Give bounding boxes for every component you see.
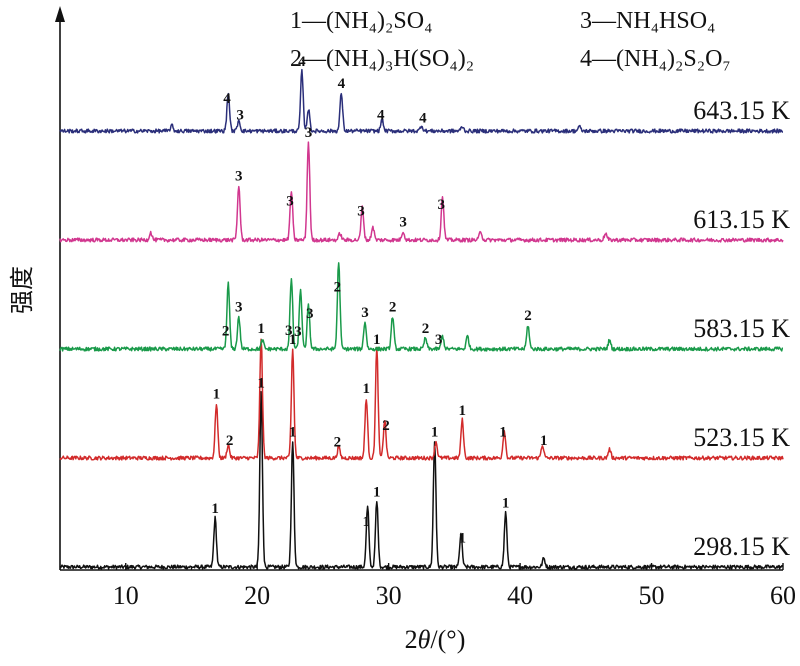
peak-label: 1: [499, 425, 507, 441]
peak-label: 3: [286, 194, 294, 210]
peak-label: 3: [294, 324, 302, 340]
peak-label: 3: [399, 214, 407, 230]
x-ticks: 10 20 30 40 50 60: [113, 563, 796, 610]
peak-label: 1: [213, 387, 221, 403]
series-line: [59, 391, 784, 570]
x-tick-label: 60: [770, 581, 796, 610]
peak-label: 1: [373, 332, 381, 348]
x-tick-label: 10: [113, 581, 139, 610]
series-line: [59, 68, 784, 134]
y-axis-arrow: [55, 6, 65, 22]
legend-item-4: 4—(NH₄)₂S₂O₇: [580, 46, 731, 72]
peak-label: 3: [236, 107, 244, 123]
y-axis-title: 强度: [8, 266, 36, 314]
legend-item-2: 2—(NH₄)₃H(SO₄)₂: [290, 46, 474, 72]
peak-label: 1: [502, 496, 510, 512]
series-layer: [59, 68, 784, 570]
x-tick-label: 40: [507, 581, 533, 610]
peak-label: 2: [422, 321, 430, 337]
peak-label: 1: [540, 433, 548, 449]
legend-item-3: 3—NH₄HSO₄: [580, 8, 715, 34]
peak-label: 1: [363, 381, 371, 397]
temperature-label: 523.15 K: [693, 423, 790, 452]
peak-label: 2: [334, 280, 342, 296]
peak-label: 3: [305, 125, 313, 141]
peak-label: 4: [377, 107, 385, 123]
peak-label: 4: [338, 76, 346, 92]
peak-label: 3: [361, 305, 369, 321]
peak-label: 2: [222, 324, 230, 340]
axes: [55, 6, 783, 571]
peak-label: 1: [289, 425, 297, 441]
peak-label: 3: [235, 299, 243, 315]
peak-label: 1: [373, 485, 381, 501]
peak-label: 3: [437, 197, 445, 213]
temperature-label: 583.15 K: [693, 314, 790, 343]
peak-label: 1: [363, 514, 371, 530]
peak-label: 3: [435, 332, 443, 348]
x-tick-label: 20: [244, 581, 270, 610]
legend: 1—(NH₄)₂SO₄ 2—(NH₄)₃H(SO₄)₂ 3—NH₄HSO₄ 4—…: [290, 8, 731, 72]
peak-label: 3: [357, 203, 365, 219]
x-tick-label: 50: [639, 581, 665, 610]
series-line: [59, 141, 784, 243]
peak-label: 4: [298, 54, 306, 70]
peak-label: 1: [459, 403, 467, 419]
series-line: [59, 338, 784, 461]
peak-label: 2: [334, 434, 342, 450]
peak-label: 1: [431, 425, 439, 441]
peak-label: 3: [306, 306, 314, 322]
peak-label: 1: [289, 332, 297, 348]
x-axis-title: 2θ/(°): [405, 625, 466, 654]
peak-label: 1: [459, 530, 467, 546]
peak-label: 1: [257, 376, 265, 392]
temperature-label: 643.15 K: [693, 96, 790, 125]
x-tick-label: 30: [376, 581, 402, 610]
peak-label: 4: [223, 91, 231, 107]
peak-label: 4: [419, 111, 427, 127]
peak-label: 3: [285, 323, 293, 339]
peak-label: 3: [235, 169, 243, 185]
legend-item-1: 1—(NH₄)₂SO₄: [290, 8, 432, 34]
temperature-labels: 298.15 K 523.15 K 583.15 K 613.15 K 643.15 K: [693, 96, 790, 561]
peak-label: 2: [524, 308, 532, 324]
series-line: [59, 262, 784, 352]
temperature-label: 298.15 K: [693, 532, 790, 561]
peak-label: 2: [226, 433, 234, 449]
peak-label: 1: [211, 501, 219, 517]
peak-label: 1: [257, 321, 265, 337]
peak-label: 2: [382, 418, 390, 434]
temperature-label: 613.15 K: [693, 205, 790, 234]
peak-label: 2: [389, 299, 397, 315]
